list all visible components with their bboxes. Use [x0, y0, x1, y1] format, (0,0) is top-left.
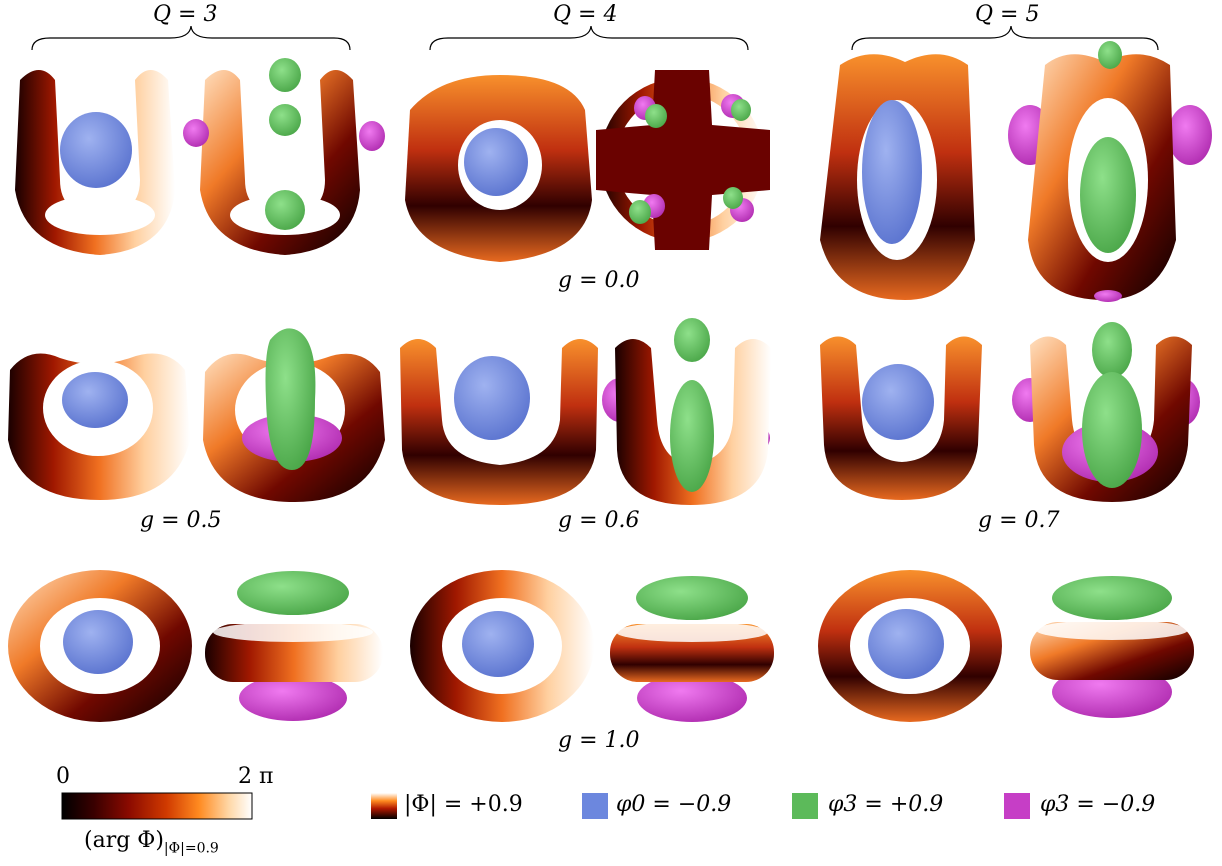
colorbar-caption: (arg Φ)|Φ|=0.9 [84, 828, 219, 856]
phi0-blob-q3-g10 [63, 610, 133, 674]
coupling-label-g07: g = 0.7 [978, 508, 1060, 533]
phi0-blob-q3-g05 [62, 372, 128, 428]
coupling-label-g00: g = 0.0 [558, 268, 640, 293]
soliton-q5-g00-components [1008, 41, 1212, 302]
soliton-q4-g06-phase [400, 339, 598, 505]
brace-q3 [31, 25, 351, 51]
phi0-blob-q5-g07 [862, 364, 934, 440]
column-label-q4: Q = 4 [553, 2, 618, 27]
phi0-blob-q4-g00 [464, 128, 528, 196]
phi0-blob-q4-g06 [454, 356, 530, 440]
legend-swatch-abs-phi [371, 793, 397, 819]
legend-label-phi3-plus: φ3 = +0.9 [828, 792, 944, 817]
coupling-label-g05: g = 0.5 [140, 508, 222, 533]
legend-label-phi3-minus: φ3 = −0.9 [1040, 792, 1156, 817]
colorbar-caption-main: (arg Φ) [84, 828, 164, 853]
colorbar-caption-subscript: |Φ|=0.9 [163, 840, 219, 857]
soliton-q5-g10-components [1030, 576, 1194, 718]
soliton-q3-g00-components [183, 58, 385, 255]
column-label-q5: Q = 5 [975, 2, 1040, 27]
legend-swatch-phi3-plus [792, 793, 818, 819]
soliton-q3-g05-components [203, 328, 385, 502]
soliton-q3-g00-phase [15, 70, 175, 255]
phi0-blob-q5-g10 [868, 609, 944, 679]
phi0-blob-q3-g00 [60, 112, 132, 188]
legend-label-abs-phi: |Φ| = +0.9 [404, 792, 523, 817]
phi0-blob-q4-g10 [462, 611, 534, 677]
brace-q5 [851, 25, 1159, 51]
legend-swatch-phi3-minus [1004, 793, 1030, 819]
soliton-q3-g10-components [205, 571, 383, 721]
coupling-label-g10: g = 1.0 [558, 728, 640, 753]
column-label-q3: Q = 3 [153, 2, 218, 27]
brace-q4 [429, 25, 749, 51]
coupling-label-g06: g = 0.6 [558, 508, 640, 533]
soliton-q5-g07-phase [820, 336, 982, 500]
soliton-q4-g06-components [602, 318, 771, 505]
colorbar-max-label: 2 π [238, 764, 274, 789]
legend-swatch-phi0 [582, 793, 608, 819]
legend-label-phi0: φ0 = −0.9 [616, 792, 732, 817]
soliton-q4-g00-components [596, 70, 770, 250]
colorbar-min-label: 0 [56, 764, 70, 789]
phi0-blob-q5-g00 [862, 100, 922, 244]
soliton-q4-g10-components [610, 576, 774, 722]
colorbar [61, 792, 253, 820]
soliton-q5-g07-components [1012, 322, 1200, 502]
